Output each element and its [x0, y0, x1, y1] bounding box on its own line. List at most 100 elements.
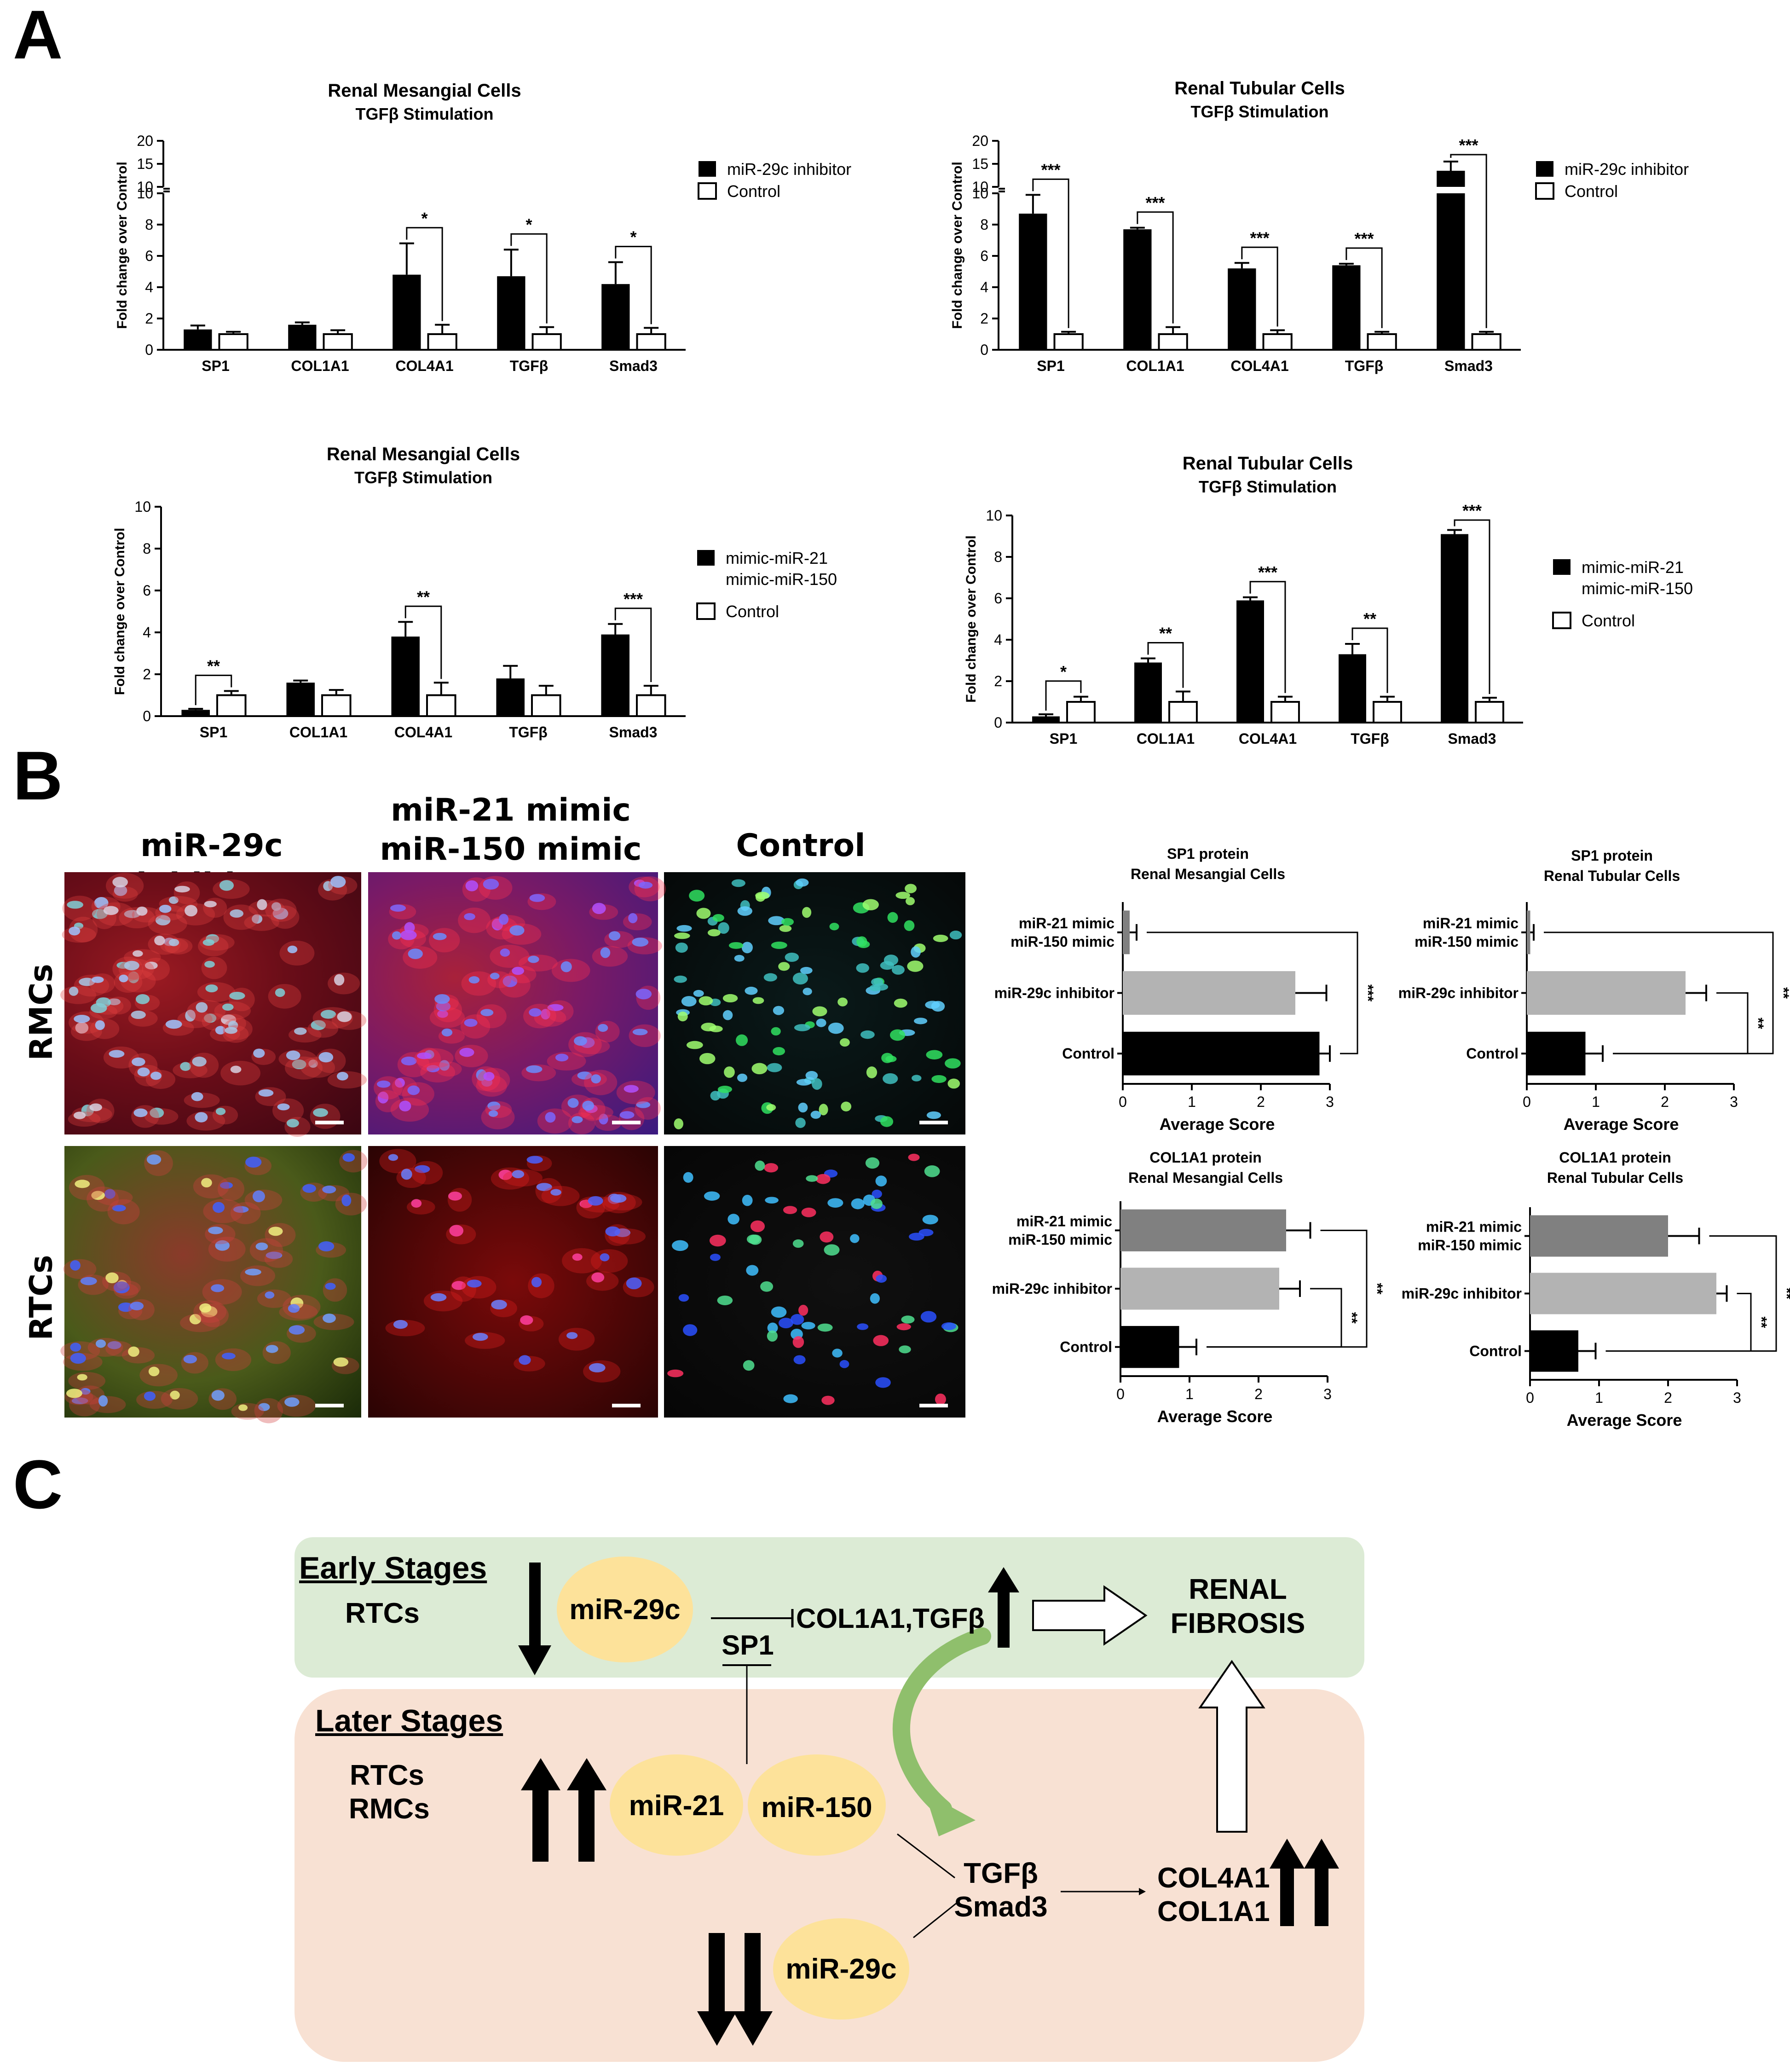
cell-nucleus — [180, 1062, 191, 1071]
cell-nucleus — [806, 1175, 818, 1182]
cell-nucleus — [724, 1066, 735, 1078]
cell-nucleus — [731, 879, 745, 887]
cell-nucleus — [233, 1206, 249, 1213]
bar-Control — [636, 333, 666, 351]
category-label: miR-29c inhibitor — [992, 1280, 1112, 1297]
cell-nucleus — [286, 1050, 300, 1060]
cell-nucleus — [98, 1395, 108, 1407]
cell-nucleus — [541, 1008, 550, 1020]
chart-subtitle: Renal Mesangial Cells — [1128, 1169, 1283, 1186]
cell-nucleus — [318, 1052, 334, 1063]
cell-nucleus — [519, 1355, 531, 1365]
category-label: TGFβ — [509, 724, 548, 741]
cell-nucleus — [204, 961, 215, 968]
category-label: COL4A1 — [1239, 730, 1297, 747]
cell-nucleus — [89, 1103, 102, 1111]
y-tick-label: 10 — [972, 179, 988, 195]
significance-bracket — [1544, 932, 1774, 1054]
cell-nucleus — [509, 925, 525, 936]
cell-nucleus — [199, 1303, 212, 1313]
cell-nucleus — [765, 1197, 779, 1204]
cell-nucleus — [408, 948, 423, 959]
legend-label-control: Control — [1582, 611, 1635, 630]
cell-nucleus — [783, 1394, 798, 1403]
category-label: miR-150 mimic — [1418, 1237, 1522, 1254]
cell-nucleus — [600, 1253, 610, 1262]
cell-nucleus — [752, 997, 764, 1004]
cytoskeleton-stain — [562, 1248, 602, 1273]
significance-label: *** — [1258, 563, 1277, 582]
cell-nucleus — [275, 988, 285, 997]
cell-nucleus — [683, 1324, 698, 1336]
cell-nucleus — [185, 905, 198, 917]
up-arrow-later-2 — [567, 1758, 606, 1862]
cell-nucleus — [95, 1020, 105, 1030]
cell-nucleus — [926, 1050, 943, 1059]
cell-nucleus — [520, 1315, 533, 1325]
cell-nucleus — [294, 1027, 307, 1035]
cell-nucleus — [686, 1041, 703, 1049]
cell-nucleus — [935, 1393, 946, 1405]
cell-nucleus — [219, 1182, 233, 1189]
cell-nucleus — [268, 1227, 283, 1236]
legend-swatch-treatment — [1536, 161, 1553, 177]
arrow-mir150-tgfb — [897, 1833, 955, 1879]
cell-nucleus — [722, 994, 738, 1003]
cell-nucleus — [766, 1104, 776, 1111]
cell-nucleus — [108, 998, 121, 1006]
bar-mimic-miR-21 mimic-miR-150 — [1236, 600, 1264, 723]
significance-bracket — [1351, 627, 1388, 693]
cell-nucleus — [677, 1011, 688, 1022]
cell-nucleus — [619, 1111, 635, 1119]
cell-nucleus — [592, 903, 606, 914]
cell-nucleus — [815, 1174, 831, 1184]
chart-title: COL1A1 protein — [1149, 1149, 1262, 1166]
cell-nucleus — [875, 1175, 887, 1186]
category-label: SP1 — [1037, 358, 1064, 374]
cell-nucleus — [128, 1346, 139, 1357]
significance-label: * — [1060, 662, 1067, 681]
cell-nucleus — [701, 1023, 716, 1031]
bar-miR-29c inhibitor — [601, 284, 630, 350]
cell-nucleus — [624, 1085, 639, 1093]
cell-nucleus — [183, 1354, 197, 1364]
cell-nucleus — [114, 1281, 130, 1294]
cell-nucleus — [856, 936, 867, 947]
category-label: TGFβ — [1351, 730, 1389, 747]
category-label: Control — [1062, 1045, 1114, 1062]
hollow-arrow-up — [1198, 1660, 1265, 1833]
cell-nucleus — [905, 884, 917, 893]
cell-nucleus — [793, 1355, 806, 1365]
significance-label: ** — [1363, 609, 1376, 628]
cell-nucleus — [832, 1349, 843, 1358]
cell-nucleus — [95, 1339, 106, 1348]
y-tick-label: 4 — [143, 624, 151, 641]
significance-label: ** — [1753, 1317, 1770, 1328]
cell-nucleus — [920, 1311, 937, 1323]
y-tick-label: 15 — [972, 156, 988, 172]
bar-mimic-miR-21 mimic-miR-150 — [1032, 716, 1060, 723]
bar-miR-29c inhibitor — [288, 324, 317, 350]
cell-nucleus — [699, 996, 713, 1006]
cell-nucleus — [778, 1318, 793, 1329]
cell-nucleus — [131, 1010, 146, 1019]
cell-nucleus — [159, 904, 172, 913]
cell-nucleus — [737, 906, 752, 916]
cell-nucleus — [801, 1207, 816, 1217]
cell-nucleus — [773, 1006, 785, 1015]
cell-nucleus — [459, 1048, 474, 1057]
cell-nucleus — [191, 1092, 203, 1101]
category-label: TGFβ — [510, 358, 549, 374]
up-arrow-col1a1 — [988, 1567, 1019, 1648]
cell-nucleus — [395, 1078, 405, 1088]
bar-miR-29c inhibitor — [184, 329, 212, 350]
category-label: miR-29c inhibitor — [1402, 1285, 1522, 1302]
cell-nucleus — [674, 932, 690, 939]
cell-nucleus — [271, 902, 282, 911]
cell-nucleus — [390, 904, 406, 912]
cell-nucleus — [467, 1279, 482, 1288]
cell-nucleus — [866, 1066, 878, 1078]
